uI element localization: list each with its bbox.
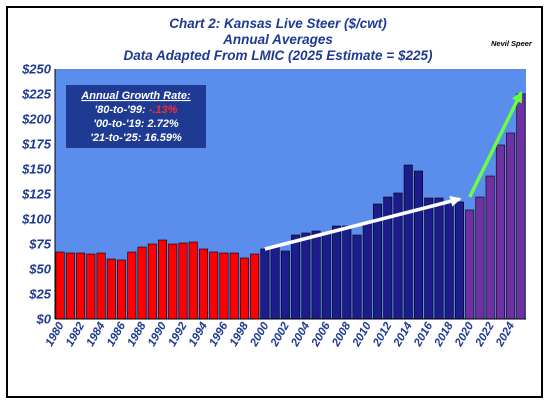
chart-canvas: Chart 2: Kansas Live Steer ($/cwt) Annua…: [21, 16, 533, 350]
bar-1988: [137, 246, 147, 320]
bar-2004: [301, 232, 311, 320]
y-tick-label: $0: [36, 312, 52, 327]
bar-1991: [168, 243, 178, 320]
x-tick-label: 1996: [207, 320, 230, 349]
y-tick-label: $50: [28, 262, 51, 277]
x-tick-label: 2016: [412, 320, 436, 350]
bar-2015: [413, 170, 423, 320]
chart-frame: Chart 2: Kansas Live Steer ($/cwt) Annua…: [6, 6, 543, 398]
bar-2008: [342, 225, 352, 320]
bar-1996: [219, 252, 229, 320]
y-tick-label: $150: [21, 162, 52, 177]
author-credit: Nevil Speer: [491, 39, 533, 48]
bar-2020: [465, 209, 475, 320]
bar-2017: [434, 197, 444, 320]
bar-1995: [209, 251, 219, 320]
chart-title: Chart 2: Kansas Live Steer ($/cwt): [169, 16, 387, 31]
bar-2001: [270, 246, 280, 320]
bar-2003: [291, 234, 301, 320]
bar-1984: [96, 252, 106, 320]
annotation-row-1-period: '80-to-'99:: [95, 104, 149, 116]
x-tick-label: 1988: [125, 320, 148, 349]
chart-subtitle-2: Data Adapted From LMIC (2025 Estimate = …: [124, 48, 433, 63]
x-tick-label: 2024: [494, 320, 518, 350]
bar-1994: [198, 248, 208, 320]
bar-2024: [506, 132, 516, 320]
trend-arrow-2: [468, 90, 523, 198]
annotation-title: Annual Growth Rate:: [80, 90, 191, 102]
x-tick-label: 1990: [146, 320, 169, 349]
annotation-box: [66, 85, 206, 148]
x-tick-label: 2012: [371, 320, 395, 350]
bar-1999: [250, 253, 260, 320]
x-tick-label: 2004: [289, 320, 313, 350]
bar-1981: [65, 252, 75, 320]
annotation-row-3: '21-to-'25: 16.59%: [90, 132, 182, 144]
y-tick-label: $25: [28, 287, 51, 302]
bar-2019: [454, 201, 464, 320]
x-tick-label: 2002: [268, 320, 292, 350]
x-tick-label: 2008: [330, 320, 354, 350]
bar-1983: [86, 253, 96, 320]
y-tick-label: $200: [21, 112, 52, 127]
x-tick-label: 2020: [453, 320, 477, 350]
bar-2018: [444, 201, 454, 320]
bar-1997: [229, 252, 239, 320]
bar-2013: [393, 192, 403, 320]
x-tick-label: 2010: [350, 320, 374, 350]
y-tick-label: $225: [21, 87, 52, 102]
bar-2005: [311, 230, 321, 320]
x-tick-label: 1994: [187, 320, 210, 349]
annotation-row-2: '00-to-'19: 2.72%: [93, 118, 179, 130]
x-tick-label: 2000: [248, 320, 272, 350]
bar-1980: [55, 251, 65, 320]
bar-2016: [424, 197, 434, 320]
x-tick-label: 1984: [84, 320, 107, 349]
bar-2021: [475, 196, 485, 320]
bar-2007: [332, 225, 342, 320]
x-tick-label: 1992: [166, 320, 189, 349]
x-tick-label: 2014: [391, 320, 415, 350]
x-tick-label: 1982: [64, 320, 87, 349]
x-tick-label: 1986: [105, 320, 128, 349]
bar-1998: [239, 257, 249, 320]
growth-rate-annotation: Annual Growth Rate: '80-to-'99: -.13% '0…: [66, 85, 206, 148]
bar-2006: [321, 232, 331, 320]
y-tick-label: $100: [21, 212, 52, 227]
bar-1993: [188, 241, 198, 320]
x-tick-label: 2006: [309, 320, 333, 350]
bar-1985: [106, 258, 116, 320]
bar-2025: [516, 93, 526, 320]
chart-subtitle-1: Annual Averages: [222, 32, 333, 47]
bar-1992: [178, 242, 188, 320]
bar-1989: [147, 243, 157, 320]
y-tick-label: $175: [21, 137, 52, 152]
bar-2000: [260, 248, 270, 320]
y-tick-label: $125: [21, 187, 52, 202]
bar-2023: [495, 144, 505, 320]
trend-arrows: [264, 90, 523, 251]
x-tick-label: 1998: [228, 320, 251, 349]
bar-1990: [158, 239, 168, 320]
bar-2002: [280, 250, 290, 320]
bar-2010: [362, 222, 372, 320]
y-tick-label: $250: [21, 62, 52, 77]
bar-1987: [127, 251, 137, 320]
annotation-row-1: '80-to-'99: -.13%: [95, 104, 178, 116]
x-tick-label: 2018: [432, 320, 456, 350]
bar-2014: [403, 164, 413, 320]
bar-1986: [117, 259, 127, 320]
bar-2022: [485, 175, 495, 320]
x-tick-label: 2022: [473, 320, 497, 350]
bar-1982: [76, 252, 86, 320]
y-tick-label: $75: [28, 237, 51, 252]
trend-arrow-1: [264, 195, 462, 251]
y-axis: $0 $25 $50 $75 $100 $125 $150 $175 $200 $225 $250: [21, 62, 56, 327]
x-axis: 1980198219841986198819901992199419961998…: [44, 318, 526, 350]
annotation-row-1-rate: -.13%: [149, 104, 178, 116]
bar-2009: [352, 234, 362, 320]
